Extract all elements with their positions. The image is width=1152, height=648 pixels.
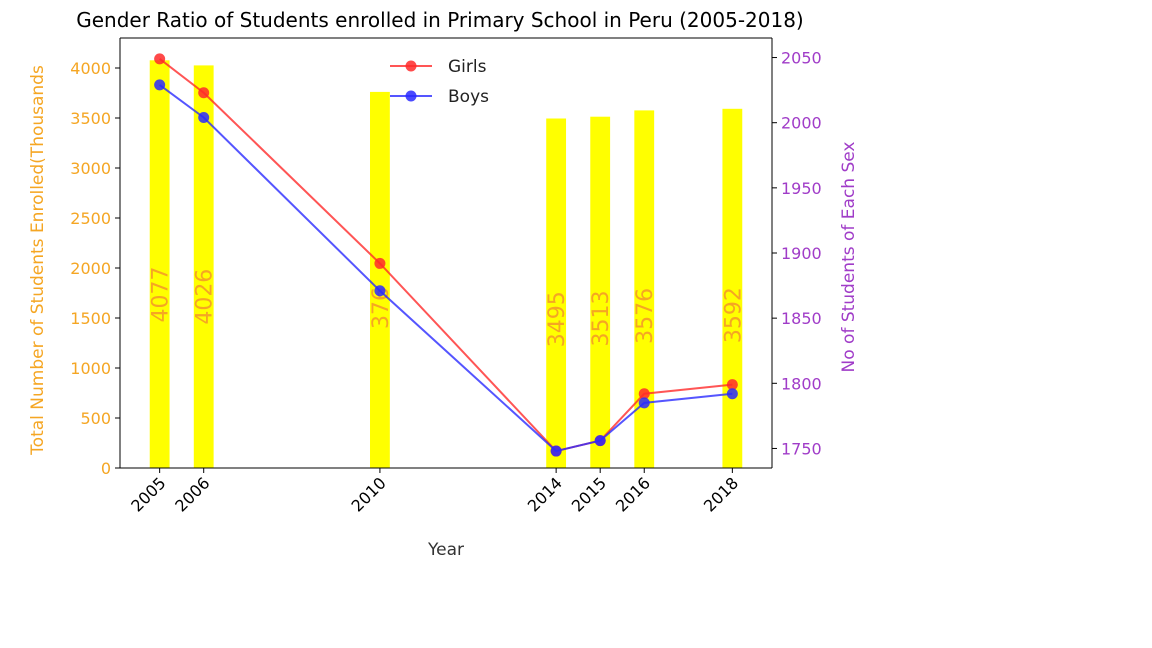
point-girls bbox=[374, 257, 386, 269]
point-girls bbox=[638, 388, 650, 400]
bar-2005 bbox=[149, 60, 170, 469]
bar-label-2014: 3495 bbox=[545, 291, 570, 347]
x-tick-label: 2015 bbox=[568, 473, 610, 515]
bar-label-2005: 4077 bbox=[149, 267, 174, 323]
bar-2015 bbox=[590, 116, 611, 468]
point-girls bbox=[726, 379, 738, 391]
chart-title: Gender Ratio of Students enrolled in Pri… bbox=[76, 8, 803, 32]
point-boys bbox=[374, 285, 386, 297]
point-boys bbox=[638, 397, 650, 409]
bar-series bbox=[149, 60, 743, 469]
x-axis-ticks: 2005 2006 2010 2014 2015 2016 2018 bbox=[127, 468, 742, 516]
bar-label-2016: 3576 bbox=[633, 288, 658, 344]
bar-2006 bbox=[193, 65, 214, 469]
legend: Girls Boys bbox=[390, 57, 489, 107]
x-tick-label: 2006 bbox=[171, 473, 213, 515]
x-tick-label: 2005 bbox=[127, 473, 169, 515]
bar-2016 bbox=[634, 110, 655, 469]
left-tick-label: 2500 bbox=[70, 209, 111, 228]
left-tick-label: 3000 bbox=[70, 159, 111, 178]
legend-marker-girls bbox=[405, 60, 417, 72]
x-tick-label: 2010 bbox=[348, 473, 390, 515]
bar-2010 bbox=[370, 91, 390, 469]
left-tick-label: 0 bbox=[101, 459, 111, 478]
left-tick-label: 4000 bbox=[70, 59, 111, 78]
bar-label-2006: 4026 bbox=[193, 269, 218, 325]
point-boys bbox=[726, 388, 738, 400]
legend-label-girls: Girls bbox=[448, 57, 487, 77]
point-boys bbox=[594, 435, 606, 447]
point-girls bbox=[154, 53, 166, 65]
axes bbox=[119, 37, 773, 469]
legend-label-boys: Boys bbox=[448, 87, 489, 107]
bar-2018 bbox=[722, 108, 743, 469]
bar-2014 bbox=[546, 118, 567, 468]
point-girls bbox=[198, 87, 210, 99]
right-tick-label: 2000 bbox=[781, 114, 822, 133]
right-axis-ticks: 1750 1800 1850 1900 1950 2000 2050 bbox=[772, 49, 822, 458]
left-tick-label: 3500 bbox=[70, 109, 111, 128]
point-boys bbox=[550, 445, 562, 457]
right-tick-label: 1800 bbox=[781, 374, 822, 393]
y-axis-left-label: Total Number of Students Enrolled(Thousa… bbox=[28, 65, 48, 456]
left-tick-label: 500 bbox=[80, 409, 111, 428]
x-tick-label: 2014 bbox=[524, 473, 566, 515]
right-tick-label: 1950 bbox=[781, 179, 822, 198]
left-tick-label: 1500 bbox=[70, 309, 111, 328]
x-tick-label: 2018 bbox=[700, 473, 742, 515]
right-tick-label: 1900 bbox=[781, 244, 822, 263]
left-tick-label: 2000 bbox=[70, 259, 111, 278]
line-series bbox=[154, 53, 738, 457]
bar-label-2015: 3513 bbox=[589, 291, 614, 347]
y-axis-right-label: No of Students of Each Sex bbox=[839, 142, 859, 373]
point-boys bbox=[198, 111, 210, 123]
left-axis-ticks: 0 500 1000 1500 2000 2500 3000 3500 4000 bbox=[70, 59, 120, 478]
right-tick-label: 2050 bbox=[781, 49, 822, 68]
bar-label-2018: 3592 bbox=[721, 287, 746, 343]
legend-marker-boys bbox=[405, 90, 417, 102]
right-tick-label: 1850 bbox=[781, 309, 822, 328]
point-boys bbox=[154, 79, 166, 91]
x-tick-label: 2016 bbox=[612, 473, 654, 515]
right-tick-label: 1750 bbox=[781, 439, 822, 458]
x-axis-label: Year bbox=[427, 540, 464, 560]
left-tick-label: 1000 bbox=[70, 359, 111, 378]
